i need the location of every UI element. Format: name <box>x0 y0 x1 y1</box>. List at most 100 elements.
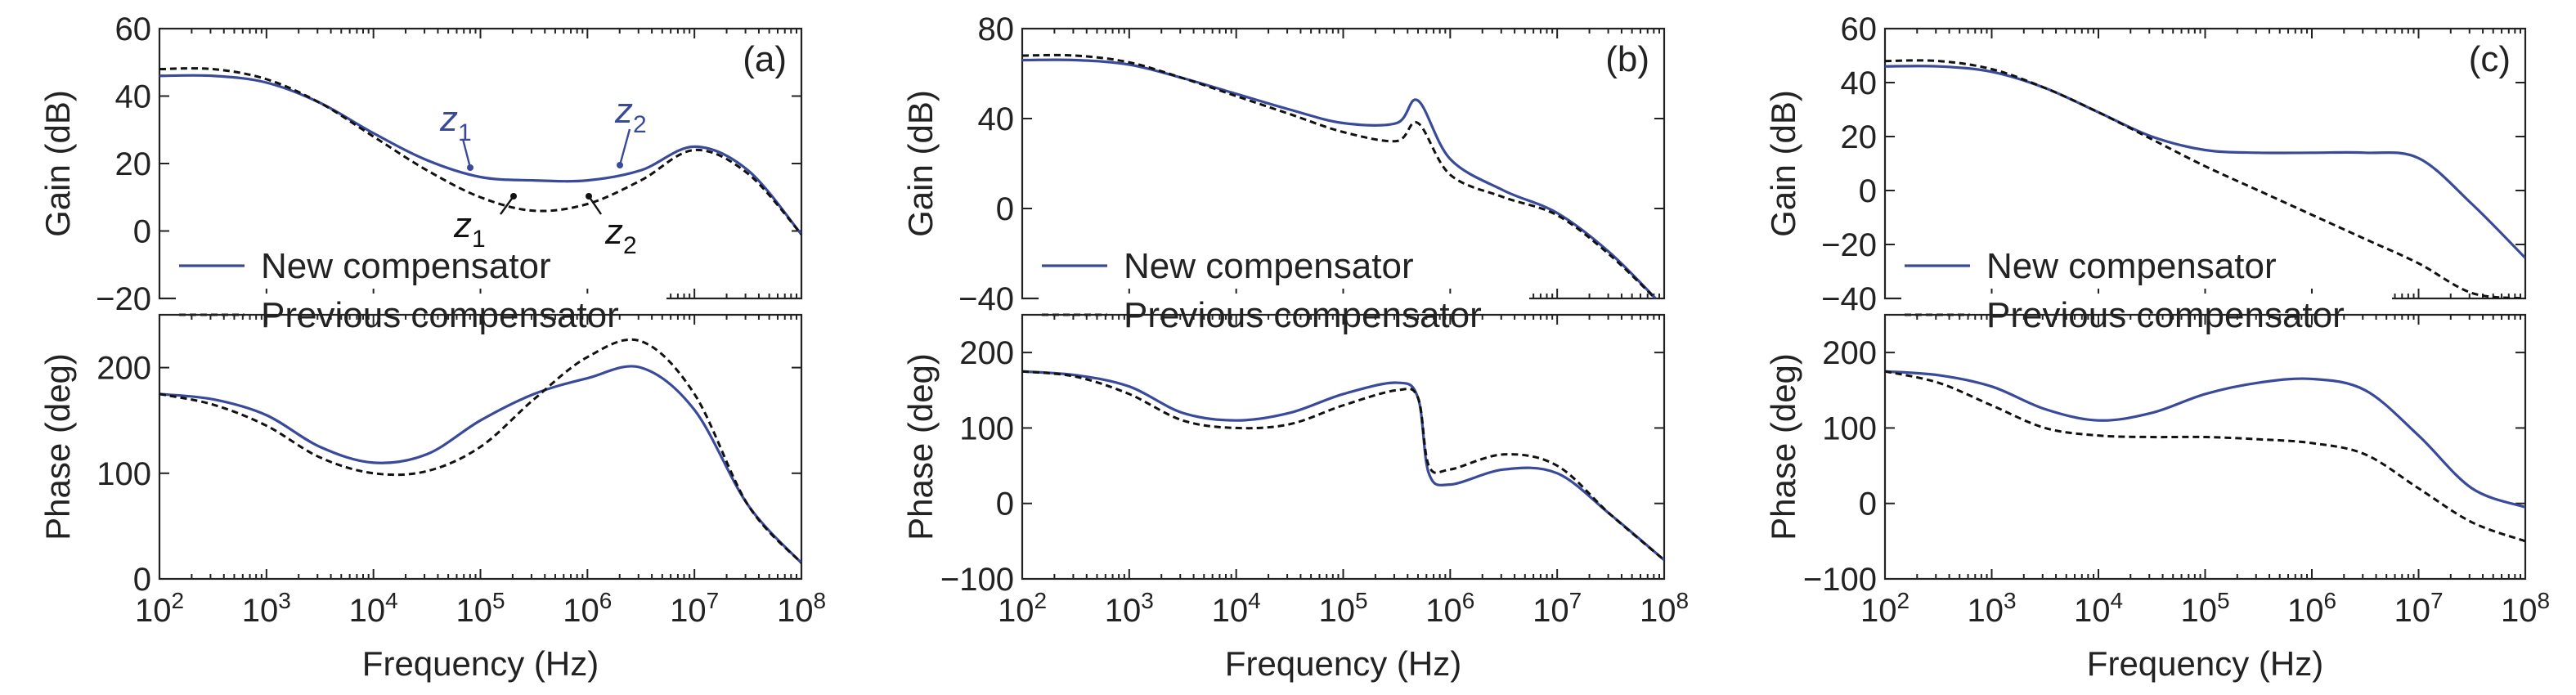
panel-a: −20 0 20 40 60 Gain (dB) New compensatorPrevio… <box>38 11 826 683</box>
phase-ylabel: Phase (deg) <box>901 353 940 540</box>
x-tick-label: 108 <box>2501 588 2550 629</box>
zero-arrow <box>618 128 631 166</box>
y-tick-label: 200 <box>96 351 151 387</box>
new-compensator-gain-line <box>1022 58 1658 298</box>
x-tick-label: 106 <box>563 588 612 629</box>
x-tick-label: 103 <box>1967 588 2016 629</box>
legend-new-label: New compensator <box>1124 246 1414 286</box>
x-axis-label: Frequency (Hz) <box>362 644 599 683</box>
previous-compensator-phase-line <box>1885 370 2525 543</box>
y-tick-label: 60 <box>1841 11 1878 47</box>
panel-label: (c) <box>2469 39 2511 79</box>
previous-compensator-gain-line <box>1885 59 2525 298</box>
phase-subplot: −100 0 100 200 Phase (deg) 102 103 104 105 106 107… <box>901 313 1689 683</box>
x-tick-label: 106 <box>2287 588 2336 629</box>
y-tick-label: 40 <box>1841 65 1878 101</box>
previous-compensator-gain-line <box>1022 53 1658 298</box>
panel-label: (b) <box>1605 39 1649 79</box>
zero-arrow <box>461 138 472 168</box>
y-tick-label: 100 <box>96 456 151 492</box>
new-compensator-gain-line <box>1885 65 2525 259</box>
y-tick-label: 0 <box>996 191 1014 227</box>
x-tick-label: 107 <box>2394 588 2443 629</box>
legend-new-label: New compensator <box>261 246 551 286</box>
new-compensator-phase-line <box>1885 370 2525 509</box>
gain-subplot: −40 −20 0 20 40 60 Gain (dB) New compensatorPre… <box>1764 11 2527 335</box>
gain-subplot: −20 0 20 40 60 Gain (dB) New compensatorPrevio… <box>38 11 803 335</box>
x-axis-label: Frequency (Hz) <box>2087 644 2323 683</box>
x-tick-label: 104 <box>349 588 398 629</box>
new-compensator-phase-line <box>159 365 801 564</box>
gain-ylabel: Gain (dB) <box>1764 90 1802 237</box>
x-tick-label: 103 <box>242 588 291 629</box>
x-tick-label: 105 <box>1318 588 1367 629</box>
zero-marker <box>467 164 473 171</box>
x-tick-label: 102 <box>135 588 184 629</box>
phase-subplot: −100 0 100 200 Phase (deg) 102 103 104 105 106 107… <box>1764 313 2550 683</box>
x-tick-label: 106 <box>1425 588 1474 629</box>
zero-marker <box>586 193 592 200</box>
phase-frame <box>1021 313 1666 581</box>
previous-compensator-gain-line <box>159 67 801 235</box>
y-tick-label: 80 <box>978 11 1015 47</box>
panel-c: −40 −20 0 20 40 60 Gain (dB) New compensatorPre… <box>1764 11 2550 683</box>
x-tick-label: 105 <box>456 588 505 629</box>
y-tick-label: −20 <box>96 281 151 317</box>
gain-ylabel: Gain (dB) <box>901 90 940 237</box>
zero-annotation-previous-z1: z1 <box>453 193 517 253</box>
y-tick-label: 0 <box>133 214 151 250</box>
y-tick-label: 20 <box>115 146 152 182</box>
panel-label: (a) <box>743 39 787 79</box>
x-tick-label: 102 <box>1860 588 1910 629</box>
y-tick-label: 200 <box>959 335 1014 371</box>
y-tick-label: 200 <box>1822 335 1877 371</box>
x-tick-label: 102 <box>998 588 1047 629</box>
previous-compensator-phase-line <box>159 338 801 564</box>
y-tick-label: 0 <box>133 562 151 598</box>
zero-label: z1 <box>439 99 472 146</box>
gain-ylabel: Gain (dB) <box>38 90 77 237</box>
phase-ylabel: Phase (deg) <box>38 353 77 540</box>
gain-subplot: −40 0 40 80 Gain (dB) New compensatorPrevious… <box>901 11 1666 335</box>
zero-label: z2 <box>614 91 647 138</box>
x-tick-label: 104 <box>2074 588 2123 629</box>
zero-annotation-previous-z2: z2 <box>586 193 637 259</box>
x-tick-label: 108 <box>777 588 826 629</box>
y-tick-label: 100 <box>959 410 1014 446</box>
y-tick-label: 0 <box>1859 486 1877 522</box>
panel-b: −40 0 40 80 Gain (dB) New compensatorPrevious… <box>901 11 1689 683</box>
y-tick-label: 0 <box>1859 173 1877 209</box>
x-tick-label: 103 <box>1105 588 1154 629</box>
y-tick-label: 0 <box>996 486 1014 522</box>
y-tick-label: 20 <box>1841 119 1878 155</box>
new-compensator-phase-line <box>1022 370 1664 562</box>
y-tick-label: −100 <box>940 562 1014 598</box>
y-tick-label: −20 <box>1821 227 1877 263</box>
x-axis-label: Frequency (Hz) <box>1225 644 1461 683</box>
x-tick-label: 107 <box>1533 588 1582 629</box>
new-compensator-gain-line <box>159 74 801 235</box>
y-tick-label: 100 <box>1822 410 1877 446</box>
previous-compensator-phase-line <box>1022 370 1664 562</box>
zero-marker <box>617 162 623 168</box>
zero-annotation-new-z1: z1 <box>439 99 473 171</box>
y-tick-label: 40 <box>115 79 152 115</box>
x-tick-label: 107 <box>670 588 719 629</box>
zero-marker <box>510 193 517 200</box>
zero-label: z1 <box>453 205 486 253</box>
phase-subplot: 0 100 200 Phase (deg) 102 103 104 105 106 107 108 F… <box>38 313 826 683</box>
y-tick-label: −100 <box>1803 562 1877 598</box>
legend-new-label: New compensator <box>1986 246 2277 286</box>
x-tick-label: 105 <box>2180 588 2229 629</box>
y-tick-label: 40 <box>978 101 1015 137</box>
zero-label: z2 <box>604 212 637 259</box>
y-tick-label: −40 <box>1821 281 1877 317</box>
y-tick-label: −40 <box>958 281 1014 317</box>
y-tick-label: 60 <box>115 11 152 47</box>
zero-arrow <box>500 195 514 215</box>
zero-arrow <box>588 195 602 215</box>
